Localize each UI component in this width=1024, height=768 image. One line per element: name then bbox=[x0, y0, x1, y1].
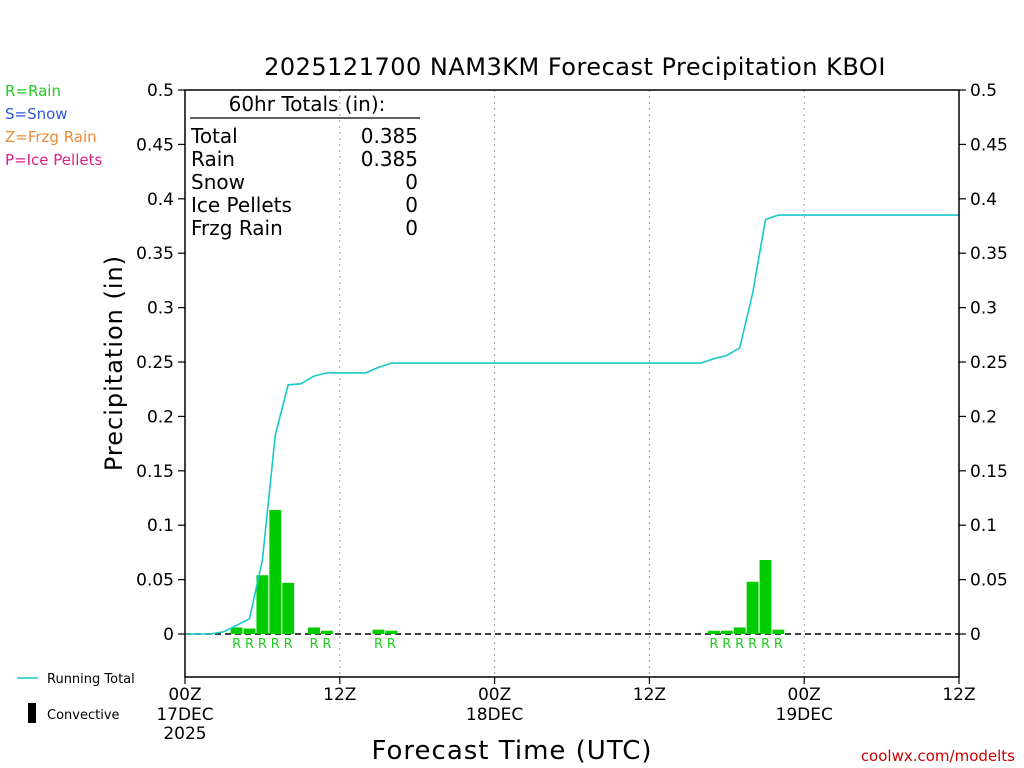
totals-label: Snow bbox=[191, 170, 245, 194]
x-tick-label: 00Z bbox=[168, 685, 201, 705]
totals-value: 0 bbox=[405, 216, 418, 240]
y-tick-label-left: 0.05 bbox=[136, 571, 174, 591]
precip-type-letter: R bbox=[232, 637, 241, 652]
y-tick-label-left: 0 bbox=[163, 625, 174, 645]
chart-title: 2025121700 NAM3KM Forecast Precipitation… bbox=[264, 53, 886, 81]
precip-bar bbox=[707, 630, 720, 634]
legend-running-total: Running Total bbox=[47, 672, 135, 687]
precip-type-letter: R bbox=[322, 637, 331, 652]
y-tick-label-right: 0.15 bbox=[970, 462, 1008, 482]
totals-label: Total bbox=[190, 124, 238, 148]
precip-bar bbox=[733, 627, 746, 634]
totals-value: 0 bbox=[405, 193, 418, 217]
totals-value: 0.385 bbox=[361, 124, 418, 148]
precip-type-letter: R bbox=[735, 637, 744, 652]
precip-bar bbox=[385, 630, 398, 634]
y-axis-left: 0 0.05 0.1 0.15 0.2 0.25 0.3 0.35 0.4 0.45 0.5 bbox=[136, 81, 185, 645]
precip-bar bbox=[256, 575, 269, 634]
precip-bar bbox=[269, 509, 282, 634]
precip-bar bbox=[372, 629, 385, 634]
x-tick-label: 12Z bbox=[942, 685, 975, 705]
precip-bar bbox=[720, 630, 733, 634]
hourly-bars bbox=[230, 509, 785, 634]
precip-type-legend: R=Rain S=Snow Z=Frzg Rain P=Ice Pellets bbox=[5, 82, 102, 169]
precip-type-letter: R bbox=[748, 637, 757, 652]
x-tick-year: 2025 bbox=[163, 724, 206, 744]
x-axis-label: Forecast Time (UTC) bbox=[371, 736, 652, 766]
totals-header: 60hr Totals (in): bbox=[229, 92, 386, 116]
running-total-line bbox=[185, 214, 959, 635]
y-tick-label-left: 0.5 bbox=[147, 81, 174, 101]
precip-bar bbox=[746, 581, 759, 634]
legend-convective: Convective bbox=[47, 708, 120, 723]
y-tick-label-left: 0.3 bbox=[147, 299, 174, 319]
y-tick-label-right: 0.3 bbox=[970, 299, 997, 319]
totals-value: 0.385 bbox=[361, 147, 418, 171]
totals-box: 60hr Totals (in): Total 0.385 Rain 0.385 Sno… bbox=[190, 92, 420, 240]
legend-bar-sample bbox=[28, 703, 36, 723]
precip-bar bbox=[320, 630, 333, 634]
precip-type-legend-item: S=Snow bbox=[5, 105, 68, 123]
y-tick-label-right: 0.35 bbox=[970, 244, 1008, 264]
precip-bar bbox=[282, 582, 295, 634]
totals-label: Ice Pellets bbox=[191, 193, 292, 217]
precip-type-letter: R bbox=[309, 637, 318, 652]
y-tick-label-left: 0.15 bbox=[136, 462, 174, 482]
precip-type-letter: R bbox=[245, 637, 254, 652]
y-tick-label-left: 0.1 bbox=[147, 516, 174, 536]
precip-type-letter: R bbox=[761, 637, 770, 652]
totals-label: Rain bbox=[191, 147, 235, 171]
y-tick-label-left: 0.25 bbox=[136, 353, 174, 373]
y-tick-label-right: 0.45 bbox=[970, 135, 1008, 155]
precip-type-letter: R bbox=[387, 637, 396, 652]
precip-type-letter: R bbox=[271, 637, 280, 652]
totals-value: 0 bbox=[405, 170, 418, 194]
x-tick-label: 12Z bbox=[633, 685, 666, 705]
y-tick-label-right: 0.2 bbox=[970, 407, 997, 427]
y-tick-label-left: 0.4 bbox=[147, 190, 174, 210]
y-tick-label-left: 0.2 bbox=[147, 407, 174, 427]
y-tick-label-right: 0.25 bbox=[970, 353, 1008, 373]
precip-type-letter: R bbox=[774, 637, 783, 652]
y-axis-label: Precipitation (in) bbox=[100, 255, 128, 471]
precip-type-letter: R bbox=[284, 637, 293, 652]
x-tick-date: 19DEC bbox=[776, 705, 833, 725]
precip-type-letter: R bbox=[258, 637, 267, 652]
x-tick-label: 00Z bbox=[788, 685, 821, 705]
bottom-legend: Running Total Convective bbox=[17, 672, 135, 723]
y-tick-label-right: 0 bbox=[970, 625, 981, 645]
plot-frame bbox=[184, 89, 960, 678]
totals-label: Frzg Rain bbox=[191, 216, 283, 240]
credit-text: coolwx.com/modelts bbox=[861, 747, 1015, 765]
y-tick-label-right: 0.05 bbox=[970, 571, 1008, 591]
precip-bar bbox=[243, 628, 256, 634]
precip-bar bbox=[759, 560, 772, 634]
precip-type-legend-item: Z=Frzg Rain bbox=[5, 128, 97, 146]
precip-type-legend-item: P=Ice Pellets bbox=[5, 151, 102, 169]
x-tick-date: 17DEC bbox=[156, 705, 213, 725]
y-tick-label-right: 0.4 bbox=[970, 190, 997, 210]
y-axis-right: 0 0.05 0.1 0.15 0.2 0.25 0.3 0.35 0.4 0.45 0.5 bbox=[959, 81, 1008, 645]
y-tick-label-right: 0.1 bbox=[970, 516, 997, 536]
x-tick-date: 18DEC bbox=[466, 705, 523, 725]
x-tick-label: 00Z bbox=[478, 685, 511, 705]
precip-type-letter: R bbox=[709, 637, 718, 652]
y-tick-label-right: 0.5 bbox=[970, 81, 997, 101]
precip-bar bbox=[772, 629, 785, 634]
precip-bar bbox=[230, 627, 243, 634]
y-tick-label-left: 0.35 bbox=[136, 244, 174, 264]
gridlines bbox=[339, 90, 805, 677]
precip-bar bbox=[308, 627, 320, 634]
precip-type-letter: R bbox=[374, 637, 383, 652]
x-tick-label: 12Z bbox=[323, 685, 356, 705]
precip-type-letter: R bbox=[722, 637, 731, 652]
y-tick-label-left: 0.45 bbox=[136, 135, 174, 155]
precip-type-legend-item: R=Rain bbox=[5, 82, 61, 100]
